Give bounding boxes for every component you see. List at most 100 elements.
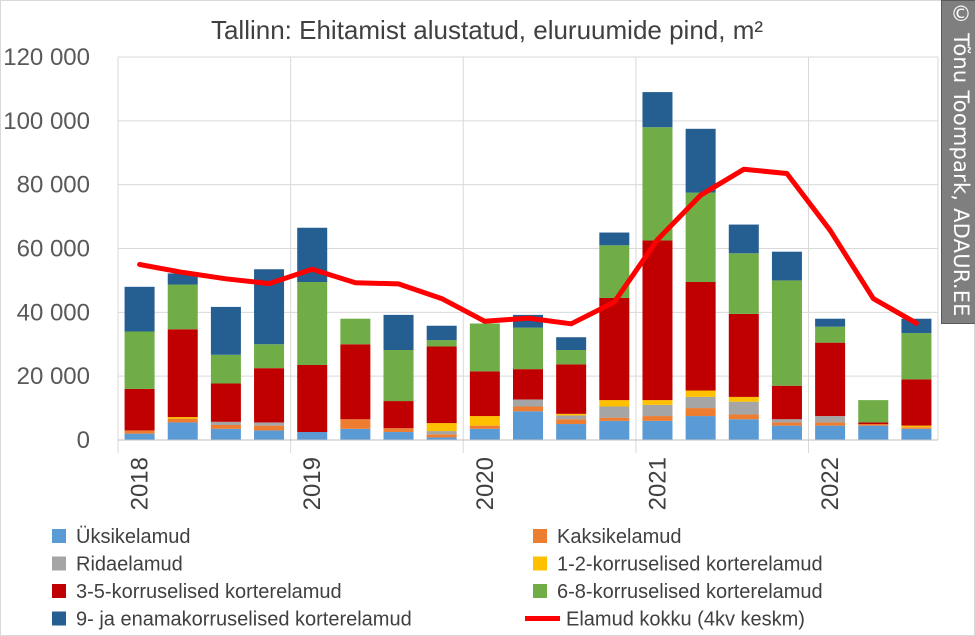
bar-segment-0 <box>858 425 889 440</box>
legend-label: 1-2-korruselised korterelamud <box>557 554 823 576</box>
bar-segment-1 <box>383 428 414 433</box>
bar-segment-6 <box>771 251 802 281</box>
bar-segment-3 <box>167 417 198 419</box>
bar-segment-4 <box>124 388 155 431</box>
bar-segment-5 <box>254 344 285 369</box>
bar-segment-6 <box>728 224 759 254</box>
x-year-label: 2020 <box>472 457 499 510</box>
bar-segment-3 <box>642 400 673 405</box>
legend-swatch <box>52 584 66 598</box>
bar-segment-5 <box>210 354 241 384</box>
bar-segment-4 <box>815 342 846 417</box>
bar-segment-1 <box>642 416 673 421</box>
y-tick-label: 20 000 <box>17 363 90 390</box>
chart-title: Tallinn: Ehitamist alustatud, eluruumide… <box>211 15 763 45</box>
x-year-label: 2022 <box>817 457 844 510</box>
bar-segment-2 <box>771 419 802 423</box>
bar-segment-1 <box>340 419 371 429</box>
bar-segment-6 <box>599 232 630 246</box>
bar-segment-6 <box>685 128 716 193</box>
bar-segment-5 <box>728 253 759 314</box>
bar-segment-5 <box>513 327 543 370</box>
bar-segment-6 <box>901 318 932 334</box>
credit-box <box>941 0 975 324</box>
bar-segment-1 <box>771 422 802 426</box>
credit: © Tõnu Toompark, ADAUR.EE <box>949 2 973 317</box>
bar-segment-3 <box>426 423 457 432</box>
bar-segment-3 <box>599 400 630 407</box>
bar-segment-5 <box>771 280 802 386</box>
bar-segment-4 <box>210 383 241 422</box>
bar-segment-3 <box>469 416 500 426</box>
bar-segment-0 <box>297 432 328 440</box>
bar-segment-2 <box>426 431 457 435</box>
bar-segment-3 <box>728 396 759 402</box>
x-year-label: 2019 <box>299 457 326 510</box>
bar-segment-4 <box>383 401 414 429</box>
credit-text: Tõnu Toompark, ADAUR.EE <box>949 33 973 317</box>
bar-segment-1 <box>728 414 759 420</box>
bar-segment-1 <box>124 430 155 434</box>
legend-label: Kaksikelamud <box>557 526 682 548</box>
bar-segment-4 <box>901 379 932 426</box>
bar-segment-0 <box>901 428 932 440</box>
legend-swatch <box>533 584 547 598</box>
bar-segment-3 <box>901 425 932 428</box>
bar-segment-1 <box>815 422 846 426</box>
bar-segment-2 <box>599 406 630 418</box>
bar-segment-0 <box>513 411 543 440</box>
bar-segment-1 <box>210 424 241 429</box>
y-tick-label: 80 000 <box>17 172 90 199</box>
copyright-icon: © <box>949 2 973 27</box>
bar-segment-0 <box>771 425 802 440</box>
bar-segment-4 <box>771 385 802 420</box>
bar-segment-0 <box>642 420 673 440</box>
legend-swatch <box>52 556 66 571</box>
bar-segment-0 <box>556 424 587 440</box>
bar-segment-4 <box>167 329 198 418</box>
bar-segment-6 <box>167 273 198 285</box>
bar-segment-0 <box>340 428 371 440</box>
bar-segment-1 <box>513 406 543 412</box>
legend-label: Elamud kokku (4kv keskm) <box>566 609 805 631</box>
y-tick-label: 100 000 <box>3 108 90 135</box>
bar-segment-0 <box>685 416 716 440</box>
bar-segment-5 <box>426 340 457 347</box>
bar-segment-0 <box>210 428 241 440</box>
bar-segment-1 <box>556 419 587 425</box>
bar-segment-2 <box>513 399 543 407</box>
bar-segment-6 <box>210 306 241 355</box>
bar-segment-1 <box>254 425 285 431</box>
bar-segment-1 <box>469 425 500 429</box>
legend-label: 3-5-korruselised korterelamud <box>76 581 342 603</box>
y-tick-label: 0 <box>77 427 90 454</box>
bar-segment-4 <box>685 282 716 391</box>
bar-segment-2 <box>815 416 846 423</box>
bar-segment-2 <box>254 422 285 426</box>
bar-segment-1 <box>858 424 889 426</box>
bar-segment-5 <box>642 127 673 241</box>
bar-segment-5 <box>167 284 198 330</box>
bar-segment-2 <box>210 421 241 425</box>
bar-segment-2 <box>685 396 716 409</box>
bar-segment-1 <box>426 434 457 438</box>
bar-segment-5 <box>383 349 414 402</box>
bar-segment-4 <box>513 369 543 400</box>
bar-segment-5 <box>901 333 932 380</box>
bar-segment-3 <box>685 390 716 397</box>
bar-segment-4 <box>469 371 500 417</box>
bar-segment-1 <box>901 427 932 429</box>
bar-segment-5 <box>469 323 500 372</box>
bar-segment-5 <box>340 318 371 345</box>
bar-segment-4 <box>858 422 889 425</box>
bar-segment-1 <box>167 418 198 423</box>
x-year-label: 2018 <box>127 457 154 510</box>
bar-segment-4 <box>556 364 587 414</box>
trend-line-layer <box>137 166 919 327</box>
x-year-label: 2021 <box>644 457 671 510</box>
legend: Üksikelamud Kaksikelamud Ridaelamud 1-2-kor… <box>52 526 823 631</box>
bar-segment-0 <box>383 432 414 440</box>
bar-segment-4 <box>254 368 285 423</box>
y-tick-label: 120 000 <box>3 44 90 71</box>
